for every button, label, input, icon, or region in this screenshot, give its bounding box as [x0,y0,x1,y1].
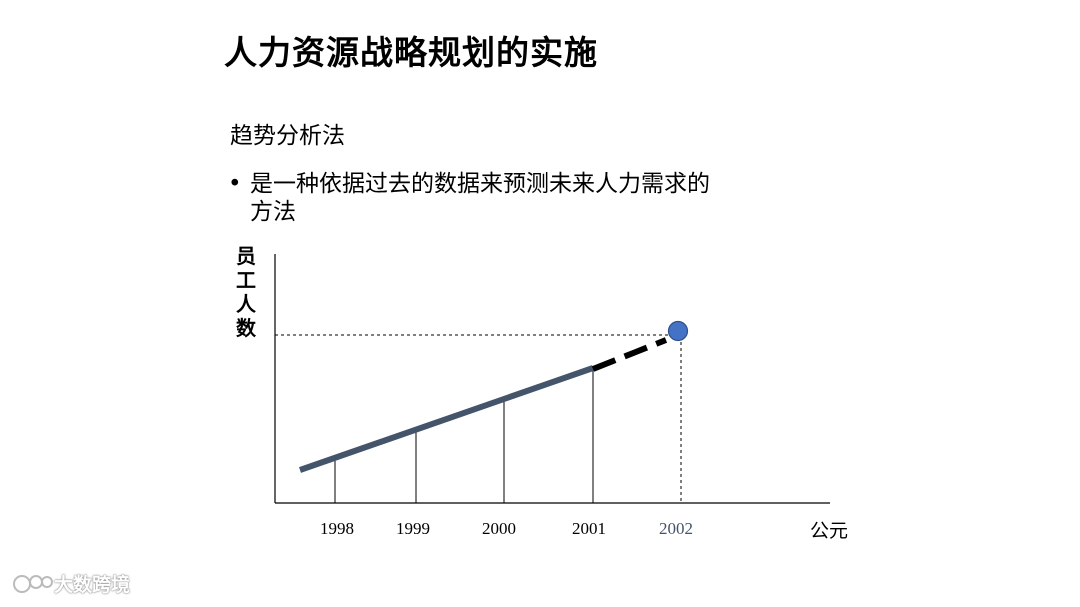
slide-title: 人力资源战略规划的实施 [224,33,598,72]
bullet-dot: • [228,171,242,197]
x-tick-1998: 1998 [320,519,354,538]
x-tick-1999: 1999 [396,519,430,538]
slide-subtitle: 趋势分析法 [230,123,345,149]
actual-trend-line [299,365,594,473]
watermark: 大数跨境 [10,570,130,597]
forecast-trend-line [591,337,668,372]
y-axis-label: 员工人数 [236,244,256,340]
watermark-text: 大数跨境 [54,574,131,596]
x-axis-label: 公元 [810,520,849,542]
bullet-text: 是一种依据过去的数据来预测未来人力需求的方法 [250,171,710,225]
x-tick-2000: 2000 [482,519,516,538]
x-tick-2001: 2001 [572,519,606,538]
x-tick-2002: 2002 [659,519,693,538]
watermark-logo-icon [13,574,53,593]
forecast-point [667,320,689,342]
bullet-item: • 是一种依据过去的数据来预测未来人力需求的方法 [228,170,730,226]
